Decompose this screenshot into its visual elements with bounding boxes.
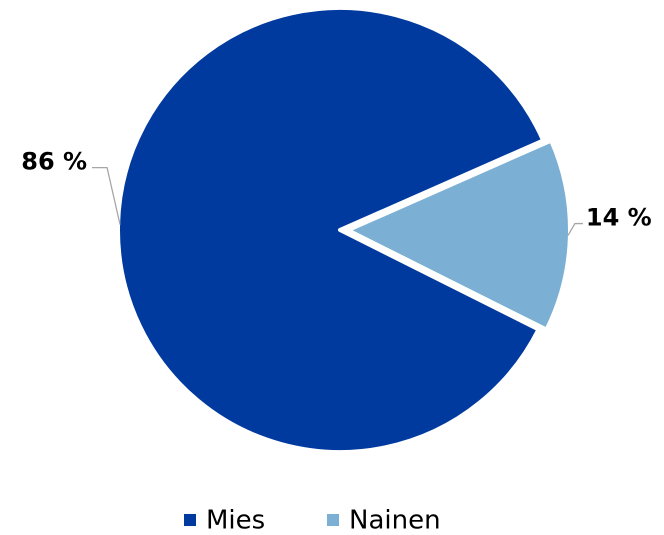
pie-slice <box>116 6 546 454</box>
leader-line <box>92 166 121 225</box>
pie-slice <box>345 138 572 332</box>
legend-label: Nainen <box>349 506 441 535</box>
legend-label: Mies <box>206 506 265 535</box>
leader-line <box>567 222 583 236</box>
data-label: 86 % <box>21 148 87 176</box>
legend-swatch <box>327 514 339 526</box>
legend-swatch <box>184 514 196 526</box>
data-label: 14 % <box>586 204 652 232</box>
